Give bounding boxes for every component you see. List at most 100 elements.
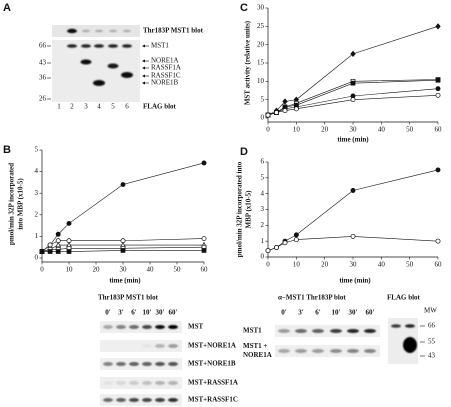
- x-tick-label: 50: [406, 261, 414, 269]
- time-label: 60': [169, 309, 178, 317]
- y-tick-label: 25: [257, 22, 265, 30]
- data-point: [201, 160, 207, 166]
- blot-label: Thr183P MST1 blot: [143, 27, 204, 35]
- x-axis-label: time (min): [337, 136, 369, 144]
- data-point: [55, 249, 61, 254]
- band: [364, 349, 376, 353]
- x-tick-label: 60: [435, 126, 443, 134]
- band: [168, 398, 178, 402]
- x-tick-label: 40: [147, 266, 155, 274]
- band: [278, 349, 290, 353]
- band: [330, 329, 342, 333]
- band: [129, 398, 139, 402]
- band: [278, 329, 290, 333]
- blot-strip: [100, 358, 182, 370]
- mw-label: 66: [428, 322, 436, 330]
- blot-strip: [100, 394, 182, 406]
- band: [94, 44, 104, 48]
- blot-strip: [100, 321, 182, 333]
- time-label: 10': [332, 309, 341, 317]
- band: [142, 398, 152, 402]
- arrow-head: [142, 59, 145, 63]
- data-point: [435, 238, 441, 244]
- data-point: [47, 249, 53, 254]
- lane-label: 5: [111, 103, 115, 111]
- mw-label: 26: [39, 95, 47, 103]
- data-point: [201, 248, 207, 253]
- band: [168, 381, 178, 385]
- band: [168, 344, 178, 348]
- blot-membrane: [52, 40, 140, 102]
- x-tick-label: 30: [120, 266, 128, 274]
- row-label: MST1 +: [243, 342, 267, 350]
- x-tick-label: 50: [406, 126, 414, 134]
- data-point: [274, 110, 279, 115]
- band: [330, 349, 342, 353]
- mw-label: 36: [39, 74, 47, 82]
- y-tick-label: 3: [35, 189, 39, 197]
- row-label: MST+NORE1B: [188, 360, 236, 368]
- data-point: [293, 232, 299, 238]
- band: [155, 344, 165, 348]
- x-axis-label: time (min): [339, 277, 371, 285]
- y-tick-label: 5: [261, 95, 265, 103]
- lane-label: 4: [97, 103, 101, 111]
- blot-title: α−MST1 Thr183P blot: [278, 294, 346, 302]
- row-label: MST+RASSF1C: [188, 396, 238, 404]
- y-tick-label: 0: [261, 114, 265, 122]
- data-point: [350, 97, 356, 103]
- y-tick-label: 0: [261, 253, 265, 261]
- data-point: [120, 248, 126, 253]
- data-point: [274, 245, 279, 250]
- data-point: [282, 98, 288, 105]
- band: [312, 329, 324, 333]
- arrow-head: [142, 81, 145, 85]
- band: [93, 80, 105, 86]
- y-tick-label: 30: [257, 4, 265, 12]
- band: [347, 349, 359, 353]
- band: [295, 329, 307, 333]
- data-point: [282, 108, 288, 114]
- blot-label: FLAG blot: [143, 103, 177, 111]
- band-label: NORE1A: [151, 57, 179, 65]
- band: [364, 329, 376, 333]
- panel-letter: B: [3, 144, 11, 156]
- band: [129, 325, 139, 329]
- data-point: [55, 241, 62, 248]
- band: [67, 44, 77, 48]
- band: [142, 381, 152, 385]
- band-label: NORE1B: [151, 79, 179, 87]
- data-line: [41, 162, 205, 252]
- band: [168, 325, 178, 329]
- band: [142, 325, 152, 329]
- band: [116, 362, 126, 366]
- lane-label: 3: [84, 103, 88, 111]
- x-tick-label: 20: [321, 261, 329, 269]
- y-tick-label: 3: [261, 205, 265, 213]
- x-tick-label: 40: [378, 261, 386, 269]
- x-tick-label: 10: [293, 126, 301, 134]
- blot-strip: [100, 340, 182, 352]
- band: [391, 324, 401, 328]
- band: [121, 72, 133, 78]
- blot-strip: [100, 377, 182, 389]
- band-label: RASSF1A: [151, 64, 181, 72]
- x-tick-label: 0: [40, 266, 44, 274]
- x-tick-label: 30: [350, 126, 358, 134]
- blot-title: Thr183P MST1 blot: [98, 294, 159, 302]
- y-tick-label: 5: [261, 173, 265, 181]
- data-point: [350, 50, 356, 57]
- mw-label: 43: [428, 352, 436, 360]
- x-axis-label: time (min): [109, 277, 141, 285]
- band: [347, 329, 359, 333]
- data-point: [265, 248, 271, 254]
- x-tick-label: 10: [66, 266, 74, 274]
- data-point: [39, 249, 45, 254]
- data-point: [293, 106, 299, 112]
- x-tick-label: 40: [378, 126, 386, 134]
- band: [403, 337, 417, 353]
- data-point: [66, 220, 72, 226]
- arrow-head: [142, 44, 145, 48]
- band: [129, 362, 139, 366]
